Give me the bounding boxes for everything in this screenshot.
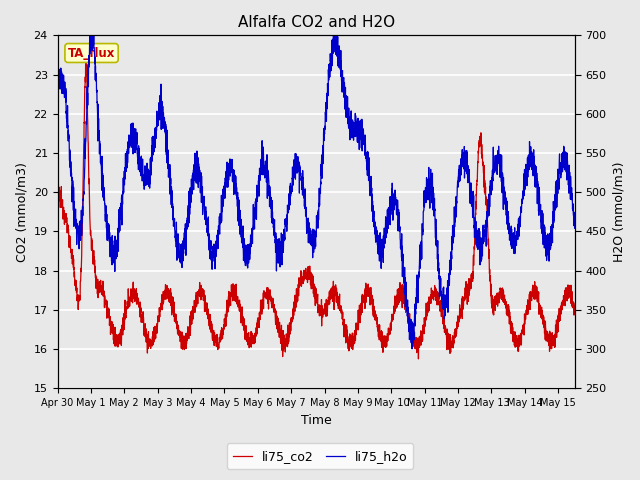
li75_co2 [252,325,260,331]
Legend: li75_co2, li75_h2o: li75_co2, li75_h2o [227,444,413,469]
Y-axis label: CO2 (mmol/m3): CO2 (mmol/m3) [15,162,28,262]
li75_co2 [143,350,151,356]
li75_co2 [506,321,513,327]
li75_h2o [408,346,416,352]
li75_h2o [275,255,282,261]
li75_h2o [571,218,579,224]
Text: TA_flux: TA_flux [68,47,115,60]
Title: Alfalfa CO2 and H2O: Alfalfa CO2 and H2O [237,15,395,30]
li75_co2 [275,328,282,334]
X-axis label: Time: Time [301,414,332,427]
Line: li75_co2: li75_co2 [58,61,575,359]
li75_co2 [82,58,90,64]
li75_co2 [561,303,569,309]
li75_h2o [252,205,260,211]
li75_co2 [571,300,579,306]
li75_co2 [113,332,120,337]
li75_h2o [113,246,120,252]
li75_h2o [54,84,61,90]
li75_h2o [88,21,95,26]
Y-axis label: H2O (mmol/m3): H2O (mmol/m3) [612,162,625,262]
Line: li75_h2o: li75_h2o [58,24,575,349]
li75_co2 [54,183,61,189]
li75_h2o [506,220,513,226]
li75_h2o [561,149,569,155]
li75_co2 [415,356,422,362]
li75_h2o [143,177,151,182]
